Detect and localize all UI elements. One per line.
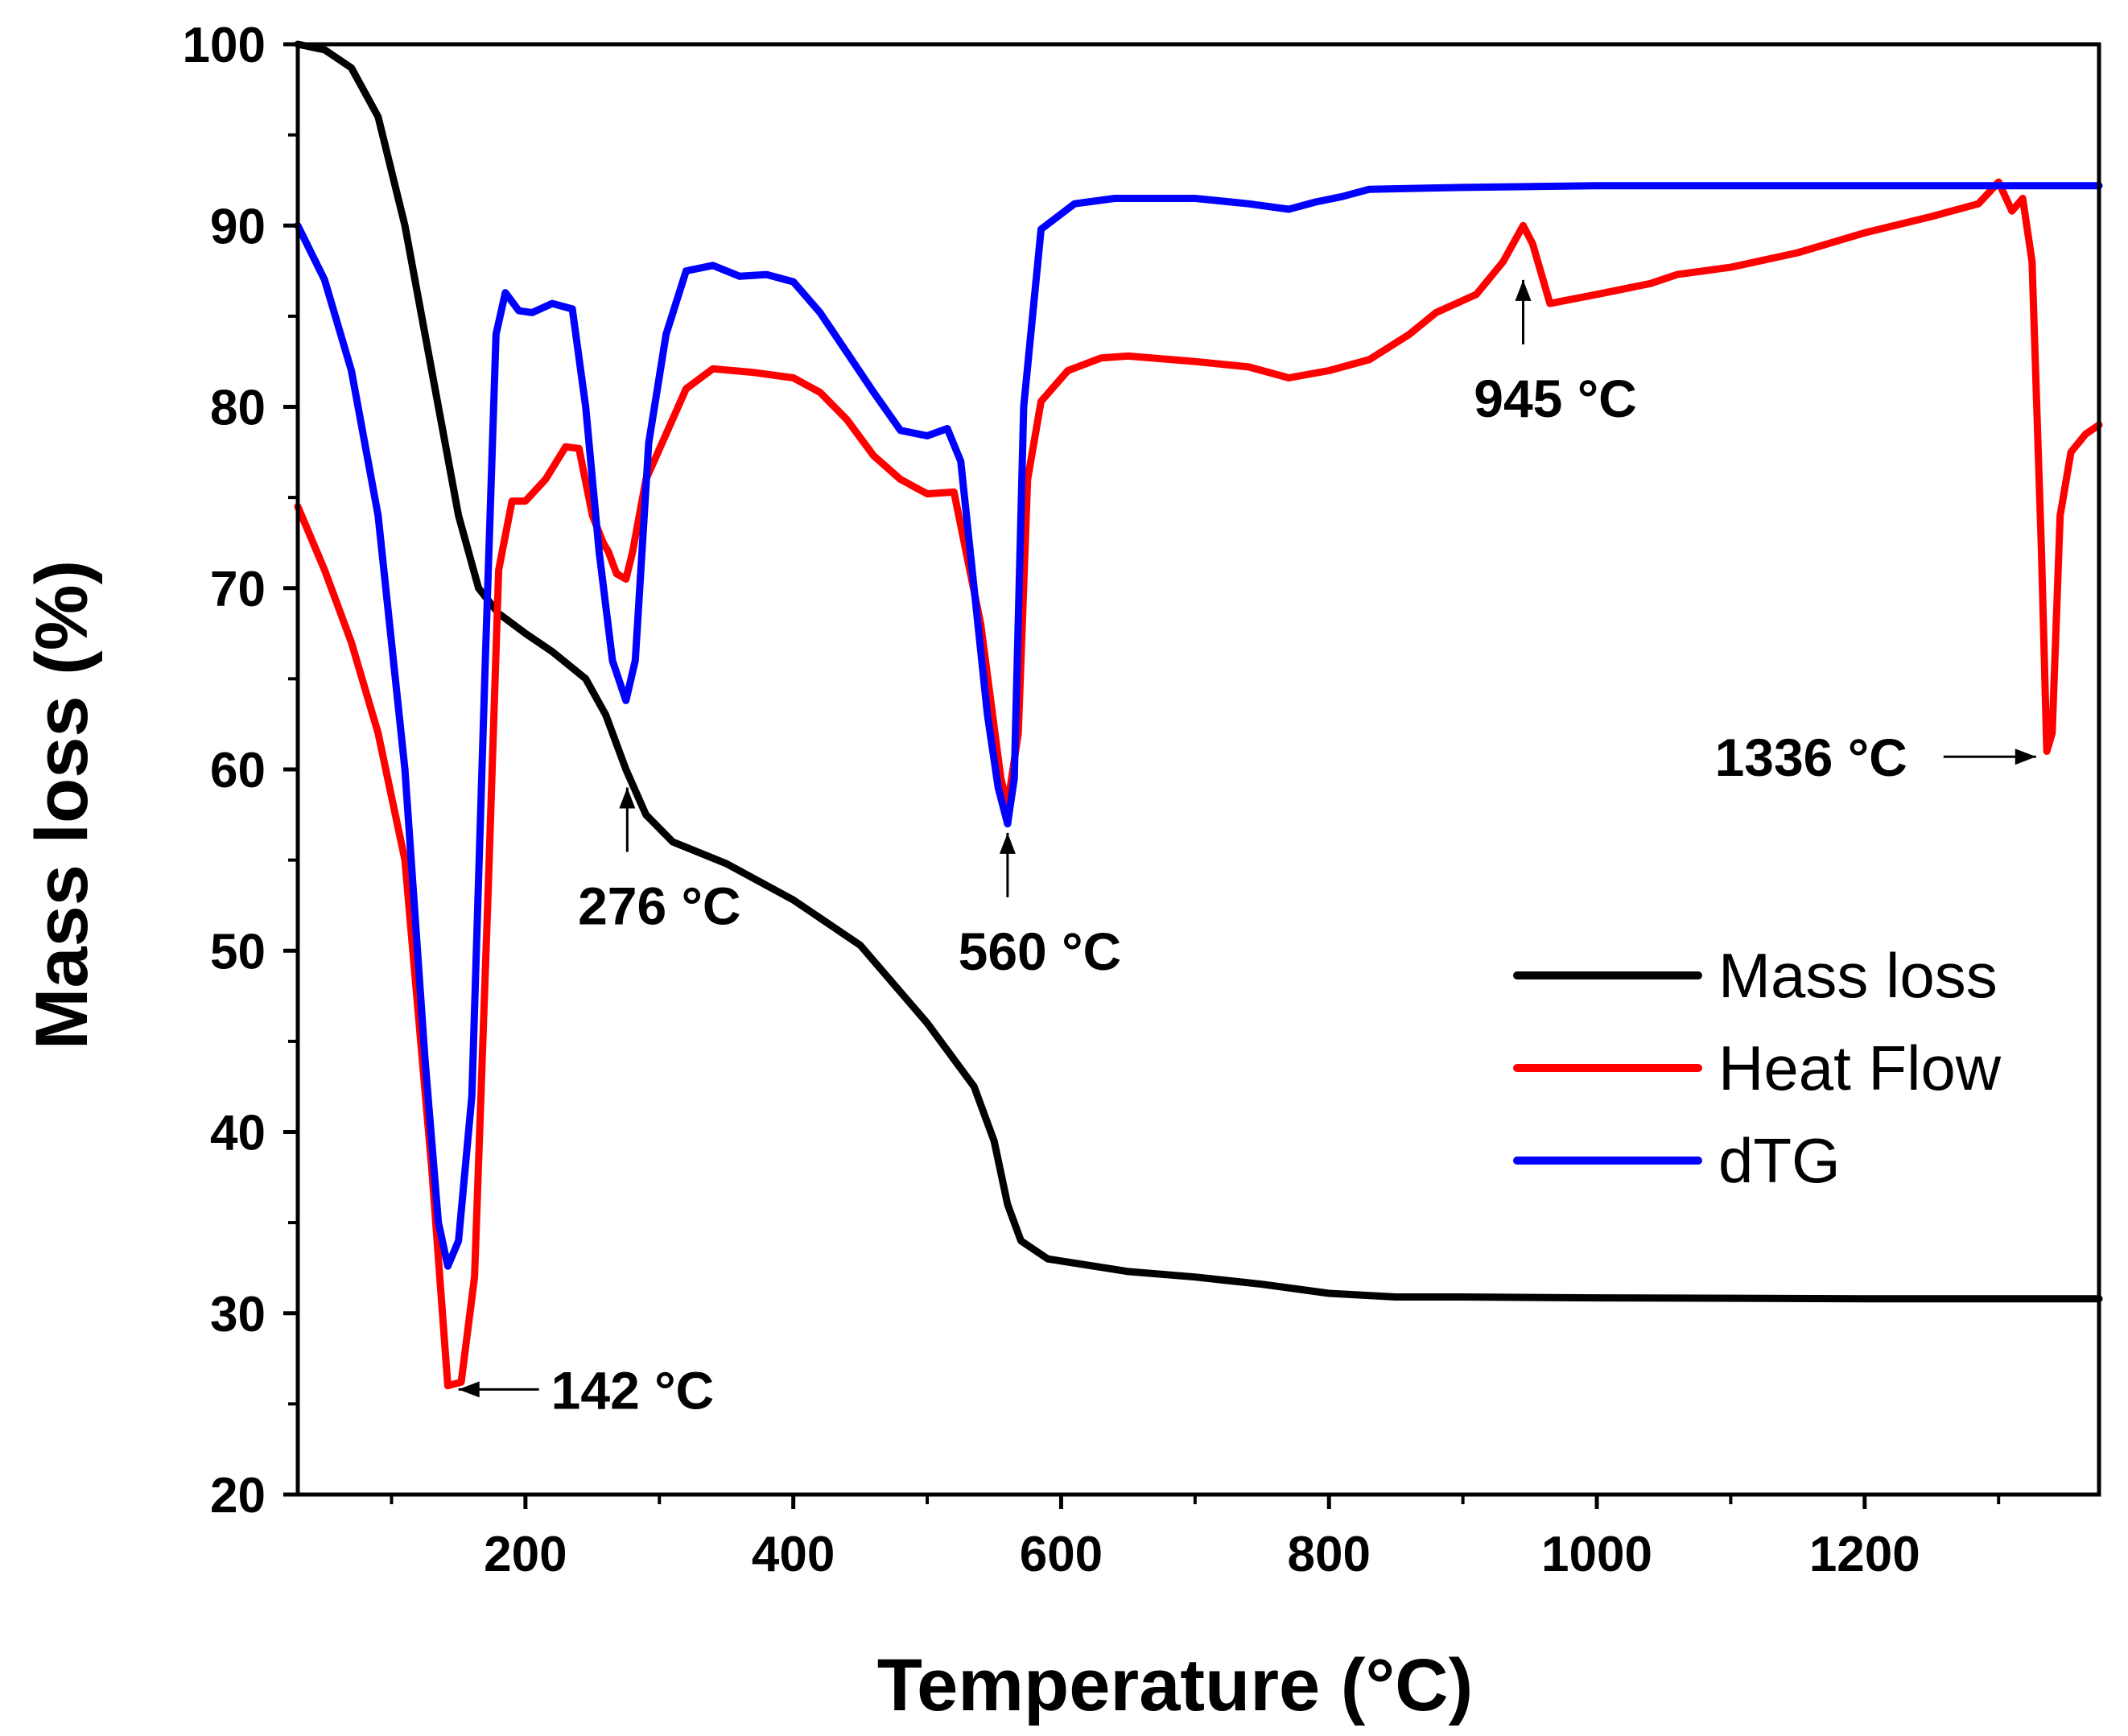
x-tick-label: 600 [1020, 1527, 1103, 1582]
annotation-arrow-head [1515, 279, 1532, 301]
annotation-layer: 142 °C 276 °C 560 °C 945 °C 1336 °C [458, 279, 2036, 1420]
x-tick-label: 1200 [1809, 1527, 1920, 1582]
annotation-label: 276 °C [578, 876, 741, 936]
annotation-label: 945 °C [1474, 369, 1637, 428]
axes-layer: 200 400 600 800 1000 1200 20 30 40 50 60 70 80 90 100 [183, 18, 2001, 1582]
y-tick-label: 70 [210, 562, 266, 617]
legend: Mass loss Heat Flow dTG [1513, 940, 2002, 1196]
y-tick-label: 100 [183, 18, 266, 73]
annotation-arrow-head [619, 787, 636, 809]
annotation-label: 142 °C [551, 1360, 715, 1420]
annotation-label: 560 °C [959, 922, 1122, 981]
series-line-dtg [294, 182, 2103, 1270]
y-tick-label: 30 [210, 1287, 266, 1342]
legend-label: Mass loss [1718, 940, 1998, 1011]
legend-label: dTG [1718, 1125, 1841, 1196]
annotation-arrow-head [458, 1381, 480, 1398]
series-layer [294, 40, 2103, 1390]
annotation-arrow-head [2015, 748, 2036, 765]
x-tick-label: 1000 [1541, 1527, 1652, 1582]
legend-label: Heat Flow [1718, 1033, 2002, 1103]
series-line-mass-loss [294, 40, 2103, 1303]
annotation-label: 1336 °C [1715, 728, 1907, 787]
y-tick-label: 90 [210, 199, 266, 254]
x-tick-label: 800 [1288, 1527, 1371, 1582]
annotation-arrow-head [999, 832, 1016, 854]
y-tick-label: 50 [210, 924, 266, 979]
x-axis-title: Temperature (°C) [877, 1644, 1474, 1726]
y-tick-label: 20 [210, 1468, 266, 1524]
y-tick-label: 60 [210, 743, 266, 798]
y-tick-label: 80 [210, 381, 266, 436]
y-axis-title: Mass loss (%) [21, 560, 103, 1049]
y-tick-label: 40 [210, 1106, 266, 1161]
x-tick-label: 200 [484, 1527, 567, 1582]
x-tick-label: 400 [752, 1527, 835, 1582]
